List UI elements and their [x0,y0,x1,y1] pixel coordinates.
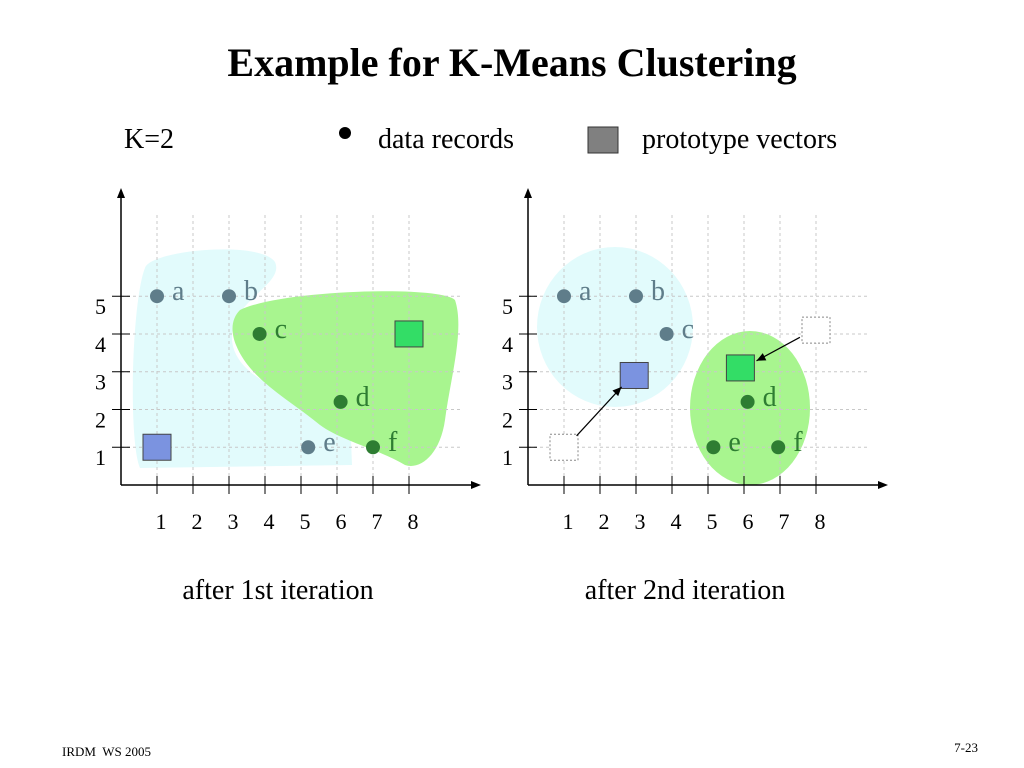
x-tick-label: 1 [563,509,574,534]
x-tick-label: 4 [671,509,682,534]
legend: data records prototype vectors [339,124,837,155]
caption: after 1st iteration [182,575,373,606]
move-arrow [576,386,623,437]
x-tick-label: 3 [228,509,239,534]
x-tick-label: 4 [264,509,275,534]
point-label: c [275,314,287,345]
arrow-head [612,386,622,397]
x-tick-label: 5 [707,509,718,534]
point-label: a [172,276,185,307]
point-label: f [388,427,398,458]
x-tick-label: 5 [300,509,311,534]
point-label: d [763,382,777,413]
point-label: f [793,427,803,458]
legend-marker [339,127,351,139]
point-label: d [356,382,370,413]
data-point [252,326,267,341]
y-tick-label: 3 [95,370,106,395]
previous-prototype [801,316,831,344]
x-tick-label: 2 [192,509,203,534]
axis-arrow [524,188,532,198]
x-tick-label: 2 [599,509,610,534]
y-tick-label: 5 [95,294,106,319]
data-point [706,440,721,455]
data-point [301,440,316,455]
legend-marker [587,126,619,154]
footer-right: 7-23 [954,740,978,755]
x-tick-label: 8 [408,509,419,534]
data-point [557,289,571,304]
y-tick-label: 1 [502,445,513,470]
arrow-head [756,353,767,361]
caption: after 2nd iteration [585,575,786,606]
point-label: e [323,427,335,458]
data-point [740,394,755,409]
data-point [222,289,236,304]
axis-arrow [471,481,481,489]
cluster-region [537,247,693,407]
x-tick-label: 7 [779,509,790,534]
x-tick-label: 1 [156,509,167,534]
data-point [659,326,674,341]
k-label: K=2 [124,124,174,155]
prototype [619,361,649,389]
previous-prototype [549,433,579,461]
y-tick-label: 1 [95,445,106,470]
x-tick-label: 6 [743,509,754,534]
prototype [142,433,172,461]
y-tick-label: 2 [95,407,106,432]
x-tick-label: 8 [815,509,826,534]
y-tick-label: 4 [502,332,513,357]
data-point [771,440,786,455]
data-point [629,289,643,304]
point-label: c [682,314,694,345]
y-tick-label: 4 [95,332,106,357]
y-tick-label: 2 [502,407,513,432]
y-tick-label: 5 [502,294,513,319]
title: Example for K-Means Clustering [227,40,796,85]
data-point [366,440,380,455]
x-tick-label: 7 [372,509,383,534]
point-label: b [244,276,258,307]
prototype [394,320,424,348]
x-tick-label: 3 [635,509,646,534]
point-label: b [651,276,665,307]
legend-label: data records [378,124,514,155]
cluster-region [132,249,352,468]
axis-arrow [117,188,125,198]
legend-label: prototype vectors [642,124,837,155]
footer-left: IRDM WS 2005 [62,744,151,759]
point-label: a [579,276,592,307]
axis-arrow [878,481,888,489]
x-tick-label: 6 [336,509,347,534]
prototype [725,354,755,382]
point-label: e [728,427,740,458]
data-point [333,394,348,409]
data-point [150,289,164,304]
y-tick-label: 3 [502,370,513,395]
